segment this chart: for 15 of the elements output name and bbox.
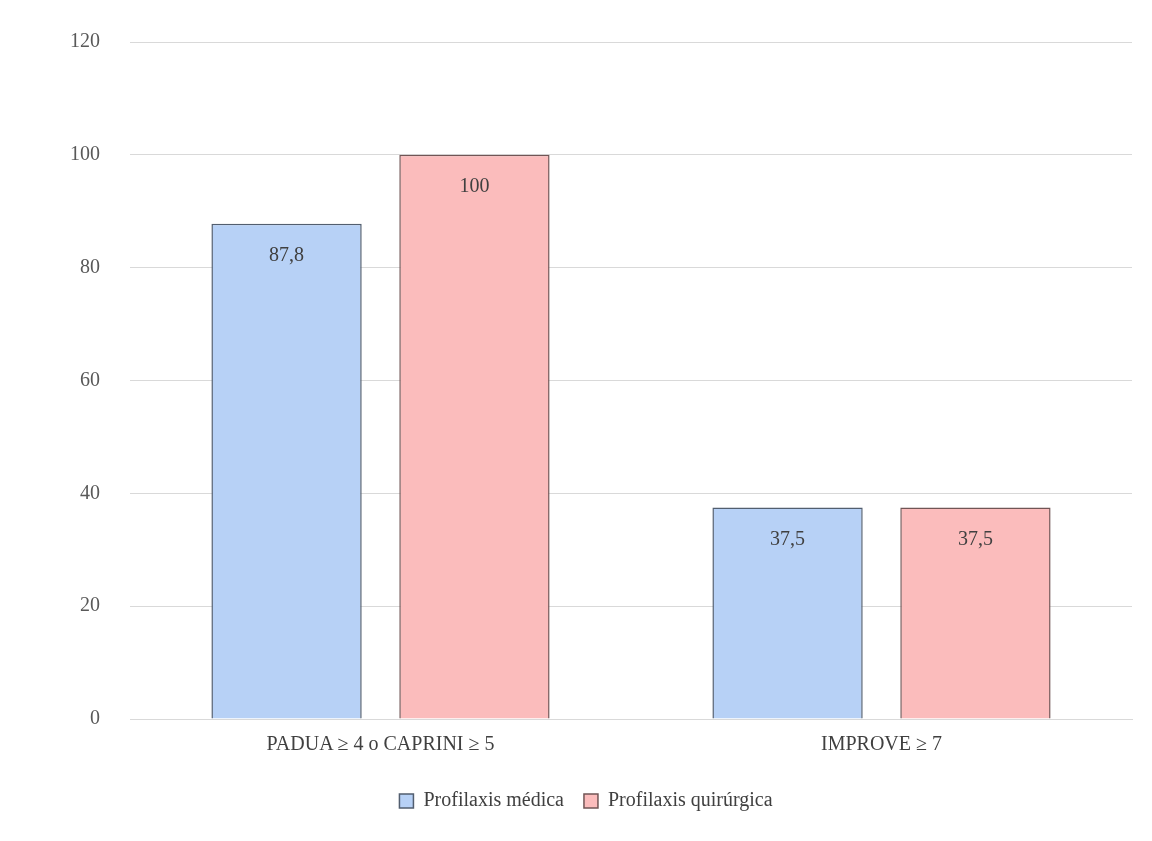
- y-tick-label: 20: [80, 593, 100, 616]
- data-label: 37,5: [770, 526, 806, 549]
- y-tick-label: 60: [80, 367, 100, 390]
- x-tick-label: PADUA ≥ 4 o CAPRINI ≥ 5: [266, 732, 495, 755]
- y-tick-label: 120: [70, 29, 100, 52]
- y-tick-label: 0: [90, 706, 100, 729]
- data-label: 100: [459, 174, 490, 197]
- data-label: 87,8: [269, 242, 305, 265]
- y-tick-label: 80: [80, 254, 100, 277]
- legend-label: Profilaxis quirúrgica: [607, 788, 773, 812]
- x-tick-label: IMPROVE ≥ 7: [821, 732, 942, 755]
- y-tick-label: 40: [80, 480, 100, 503]
- legend-label: Profilaxis médica: [423, 788, 565, 811]
- y-tick-label: 100: [70, 142, 100, 165]
- data-label: 37,5: [957, 526, 993, 549]
